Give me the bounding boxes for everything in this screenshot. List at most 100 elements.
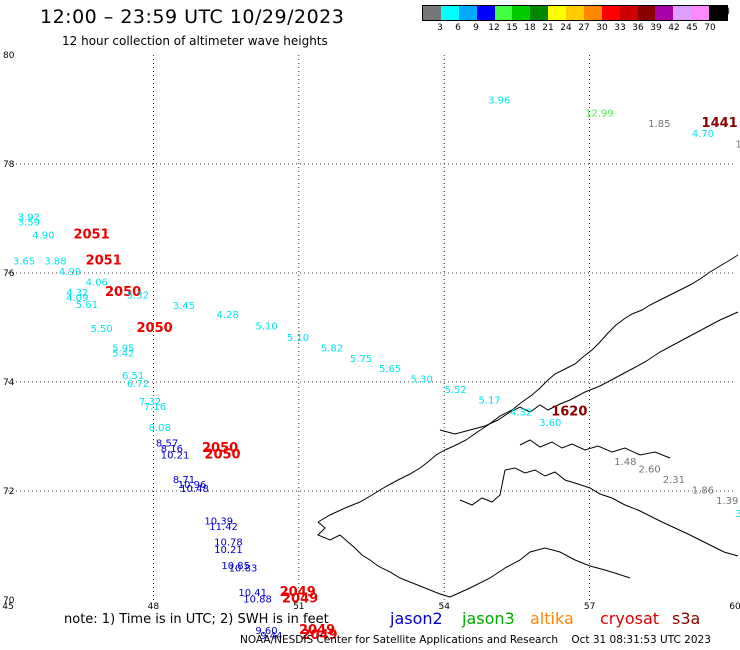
wave-height-label: 7.32 — [139, 397, 161, 408]
wave-height-label: 5.52 — [445, 385, 467, 396]
scale-swatch — [673, 6, 692, 20]
scale-swatch — [548, 6, 566, 20]
wave-height-label: 3.60 — [539, 418, 561, 429]
wave-height-label: 1.39 — [716, 496, 738, 507]
matochkin-strait-edge — [439, 311, 739, 435]
scale-swatch — [512, 6, 531, 20]
satellite-legend-cryosat: cryosat — [600, 609, 660, 628]
wave-height-label: 5.17 — [478, 395, 500, 406]
scale-label: 12 — [488, 23, 500, 33]
wave-height-label: 4.90 — [32, 231, 54, 242]
scale-label: 3 — [437, 23, 443, 33]
novaya-zemlya-west-coast-detail — [317, 521, 451, 598]
wave-height-label: 4.32 — [510, 407, 532, 418]
inner-coast-detail — [459, 439, 671, 506]
wave-height-label: 6.72 — [127, 379, 149, 390]
map-subtitle: 12 hour collection of altimeter wave hei… — [62, 34, 328, 48]
lat-lon-grid: 45 48 51 54 57 60 70 72 74 76 78 80 — [2, 51, 740, 612]
wave-height-label: 10.21 — [214, 545, 243, 556]
wave-height-label: 4.32 — [66, 288, 88, 299]
wave-height-label: 3.88 — [44, 257, 66, 268]
longitude-label: 57 — [584, 602, 595, 612]
wave-height-label: 10.39 — [204, 517, 233, 528]
novaya-zemlya-south-island-outline — [317, 254, 739, 523]
satellite-legend-s3a: s3a — [672, 609, 701, 628]
wave-height-label: 3.92 — [18, 212, 40, 223]
plot-area — [8, 50, 735, 600]
pass-time-label: 2050 — [202, 441, 238, 456]
pass-time-label: 1620 — [551, 404, 587, 419]
wave-height-label: 10.41 — [238, 588, 267, 599]
scale-label: 9 — [473, 23, 479, 33]
pass-time-label: 2050 — [105, 285, 141, 300]
scale-swatch — [476, 6, 495, 20]
scale-swatch — [709, 6, 727, 20]
latitude-label: 76 — [3, 269, 15, 279]
color-scale-labels: 3 6 9 12 15 18 21 24 27 30 33 36 39 42 45 70 — [422, 21, 728, 35]
scale-label: 36 — [632, 23, 644, 33]
pass-time-label: 2049 — [280, 585, 316, 600]
wave-height-label: 10.48 — [180, 484, 209, 495]
scale-swatch — [583, 6, 602, 20]
wave-height-label: 3.13 — [736, 509, 740, 520]
scale-swatch — [655, 6, 674, 20]
wave-height-label: 12.99 — [585, 108, 614, 119]
wave-height-label: 8.08 — [149, 423, 171, 434]
wave-height-label: 5.65 — [379, 364, 401, 375]
novaya-zemlya-south-coast — [449, 547, 631, 598]
color-scale-bar — [422, 5, 728, 21]
scale-swatch — [440, 6, 459, 20]
footer-credit: NOAA/NESDIS Center for Satellite Applica… — [240, 634, 711, 646]
wave-height-label: 10.83 — [229, 563, 258, 574]
wave-height-label: 5.32 — [127, 290, 149, 301]
wave-height-label: 11.42 — [209, 522, 238, 533]
east-coast-fjords — [504, 467, 739, 557]
wave-height-label: 4.70 — [692, 129, 714, 140]
latitude-label: 80 — [3, 51, 15, 61]
scale-swatch — [619, 6, 638, 20]
wave-height-label: 2.31 — [663, 475, 685, 486]
latitude-label: 70 — [3, 596, 15, 606]
satellite-legend-altika: altika — [530, 609, 574, 628]
wave-height-label: 5.61 — [76, 300, 98, 311]
wave-height-label: 5.95 — [112, 343, 134, 354]
satellite-legend-jason3: jason3 — [462, 609, 515, 628]
latitude-label: 72 — [3, 487, 14, 497]
scale-swatch — [566, 6, 584, 20]
scale-swatch — [530, 6, 549, 20]
wave-height-color-scale: 3 6 9 12 15 18 21 24 27 30 33 36 39 42 45 70 (ft) — [422, 5, 730, 35]
scale-label: 70 — [704, 23, 716, 33]
scale-label: 39 — [650, 23, 662, 33]
longitude-label: 60 — [729, 602, 740, 612]
scale-swatch — [637, 6, 656, 20]
wave-height-label: 5.30 — [411, 375, 433, 386]
wave-height-label: 3.59 — [18, 218, 40, 229]
latitude-label: 78 — [3, 160, 15, 170]
wave-height-label: 8.57 — [156, 439, 178, 450]
pass-time-label: 2051 — [86, 254, 122, 269]
scale-label: 33 — [614, 23, 626, 33]
scale-label: 24 — [560, 23, 572, 33]
wave-height-label: 1.48 — [614, 457, 636, 468]
satellite-legend-jason2: jason2 — [390, 609, 443, 628]
pass-time-label: 2051 — [73, 228, 109, 243]
wave-height-label: 6.51 — [122, 371, 144, 382]
pass-time-label: 2049 — [301, 628, 337, 643]
scale-label: 21 — [542, 23, 554, 33]
wave-height-label: 8.16 — [161, 444, 183, 455]
scale-swatch — [458, 6, 477, 20]
pass-time-label: 2049 — [282, 592, 318, 607]
longitude-label: 51 — [293, 602, 304, 612]
scale-swatch — [601, 6, 620, 20]
wave-height-label: 5.10 — [255, 322, 277, 333]
wave-height-label: 10.88 — [243, 595, 272, 606]
latitude-label: 74 — [3, 378, 15, 388]
pass-time-label: 2050 — [204, 448, 240, 463]
wave-height-label: 4.99 — [59, 267, 81, 278]
wave-height-label: 3.45 — [173, 301, 195, 312]
scale-label: 45 — [686, 23, 698, 33]
scale-unit: (ft) — [716, 7, 730, 17]
footer-note: note: 1) Time is in UTC; 2) SWH is in fe… — [64, 612, 329, 627]
wave-height-label: 3.65 — [13, 257, 35, 268]
